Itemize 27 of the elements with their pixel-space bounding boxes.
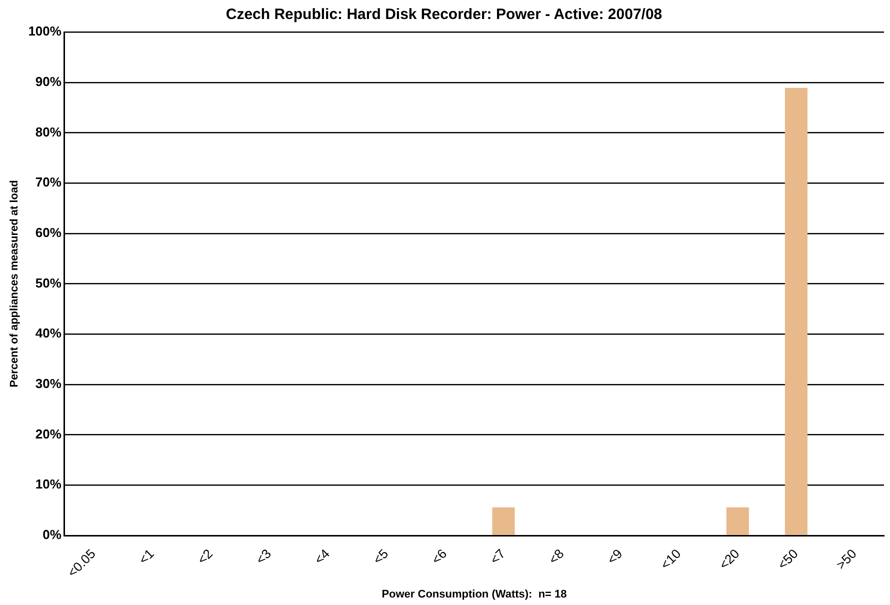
x-tick-label: <50 bbox=[774, 546, 801, 572]
y-tick-label: 70% bbox=[35, 174, 62, 190]
x-tick-label: <8 bbox=[546, 546, 567, 568]
x-tick-label: <7 bbox=[487, 546, 508, 568]
y-tick-label: 80% bbox=[35, 124, 62, 140]
x-tick-label: <2 bbox=[194, 546, 216, 568]
y-tick-label: 60% bbox=[35, 224, 62, 240]
y-tick-label: 90% bbox=[35, 74, 62, 89]
x-tick-label: <3 bbox=[252, 546, 274, 568]
x-tick-label: <4 bbox=[311, 546, 333, 568]
x-tick-label: >50 bbox=[833, 546, 860, 572]
x-tick-label: <10 bbox=[658, 546, 684, 572]
x-tick-label: <1 bbox=[136, 546, 157, 568]
x-tick-label: <6 bbox=[428, 546, 450, 568]
y-tick-label: 10% bbox=[35, 476, 62, 492]
x-axis-title: Power Consumption (Watts): n= 18 bbox=[382, 588, 567, 600]
y-tick-label: 50% bbox=[35, 275, 62, 290]
y-tick-label: 20% bbox=[35, 426, 62, 442]
y-tick-label: 100% bbox=[28, 24, 62, 39]
y-tick-label: 0% bbox=[42, 527, 62, 542]
y-axis-title: Percent of appliances measured at load bbox=[8, 180, 21, 388]
y-tick-label: 40% bbox=[35, 326, 62, 341]
x-tick-label: <20 bbox=[716, 546, 742, 572]
chart-title: Czech Republic: Hard Disk Recorder: Power - Active: 2007/08 bbox=[226, 6, 662, 24]
x-tick-label: <5 bbox=[370, 546, 392, 568]
y-tick-label: 30% bbox=[35, 376, 62, 392]
x-tick-label: <9 bbox=[604, 546, 626, 568]
